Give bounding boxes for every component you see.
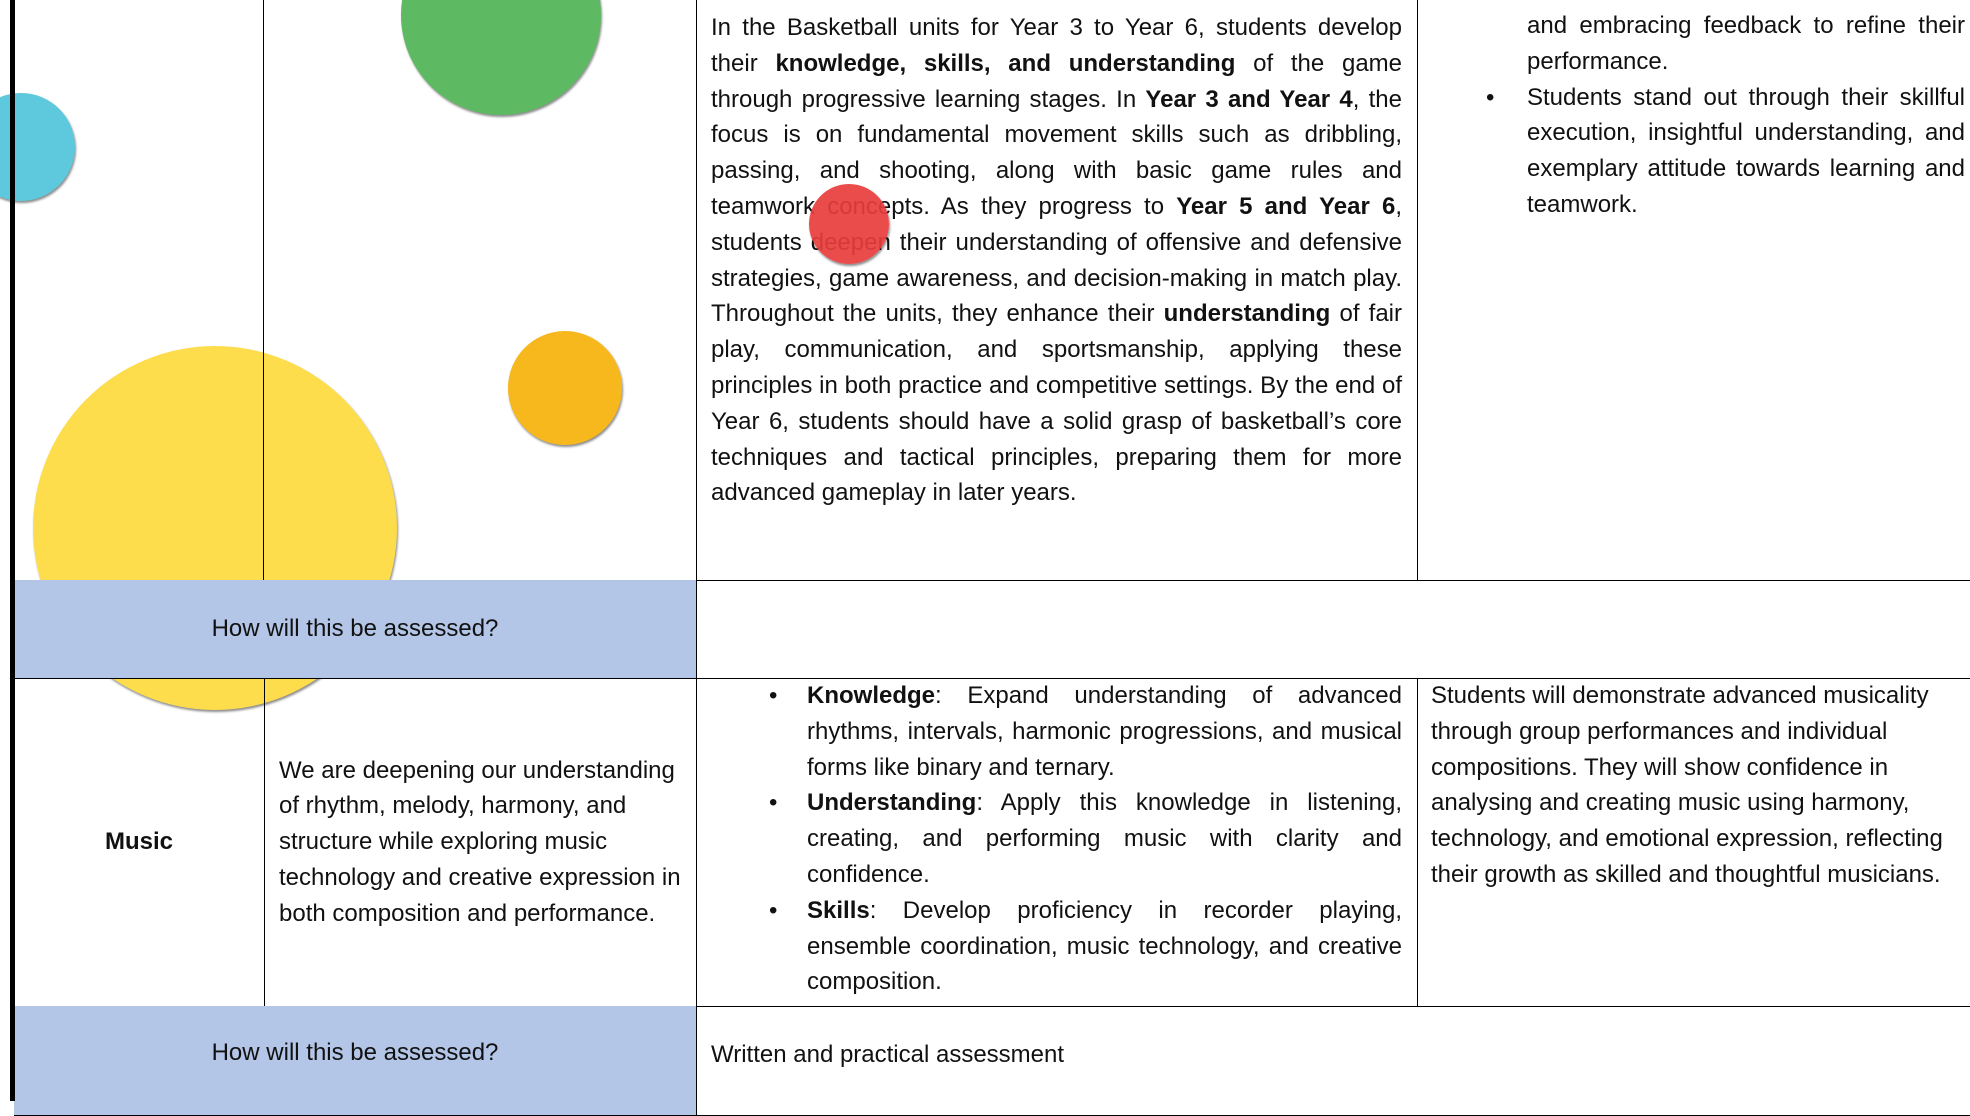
text-run: : Expand understanding of advanced rhyth… [807,682,1402,781]
text-run: of fair play, communication, and sportsm… [711,300,1402,507]
label: How will this be assessed? [211,615,499,643]
text-run: Knowledge [807,682,936,709]
label: How will this be assessed? [211,1038,499,1066]
music-point: Skills: Develop proficiency in recorder … [769,893,1402,1000]
red-circle [809,184,889,264]
cell [264,0,697,581]
cell [14,0,264,581]
assessment-answer: Written and practical assessment [711,1041,1065,1068]
text-run: of the game through progressive learning… [711,49,1403,113]
text-run: knowledge, skills, and understanding [775,49,1236,77]
text-run: In the Basketball units for Year 3 to Ye… [711,14,1402,77]
assessment-label: How will this be assessed? [14,1006,697,1116]
text-run: : Apply this knowledge in listening, cre… [807,789,1402,888]
music-points: Knowledge: Expand understanding of advan… [696,678,1418,1007]
outcome-text: and embracing feedback to refine their p… [1527,12,1965,75]
assessment-label: How will this be assessed? [14,580,697,679]
text-run: Year 5 and Year 6 [1176,192,1396,220]
music-point: Understanding: Apply this knowledge in l… [769,785,1402,892]
subject-cell: Music [14,678,265,1007]
assessment-answer-cell: Written and practical assessment [696,1006,1970,1116]
basketball-description: In the Basketball units for Year 3 to Ye… [696,0,1418,581]
subject: Music [104,828,173,856]
intent: We are deepening our understanding of rh… [279,756,681,927]
text-run: Year 3 and Year 4 [1145,85,1353,113]
left-border [10,0,15,1101]
orange-circle [508,331,622,445]
text-run: Skills [807,896,870,924]
basketball-outcomes: and embracing feedback to refine their p… [1417,0,1970,581]
text-run: : Develop proficiency in recorder playin… [807,896,1402,996]
intent-cell: We are deepening our understanding of rh… [264,678,697,1007]
music-point: Knowledge: Expand understanding of advan… [769,678,1402,785]
cell [696,580,1970,679]
music-outcomes-cell: Students will demonstrate advanced music… [1417,678,1970,1007]
text-run: understanding [1163,300,1331,328]
music-outcomes: Students will demonstrate advanced music… [1431,682,1943,888]
text-run: , the focus is on fundamental movement s… [711,85,1402,220]
outcome-item: Students stand out through their skillfu… [1486,80,1965,223]
text-run: Understanding [807,789,977,817]
